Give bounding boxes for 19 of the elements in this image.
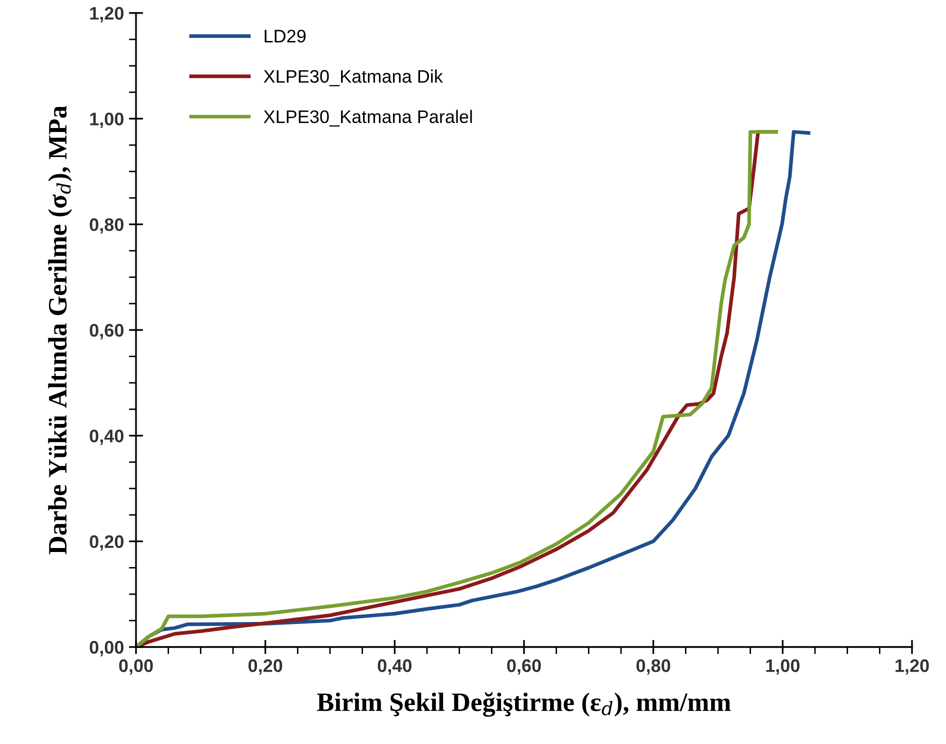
y-tick-label: 0,60 — [90, 324, 124, 340]
x-tick-label: 1,00 — [766, 659, 800, 675]
x-tick-label: 1,20 — [896, 659, 929, 675]
y-tick-label: 1,00 — [90, 112, 124, 128]
y-tick-label: 1,20 — [90, 6, 124, 22]
x-axis-title: Birim Şekil Değiştirme (ε$_{d}$), mm/mm — [317, 692, 731, 717]
y-tick-label: 0,20 — [90, 535, 124, 551]
y-tick-label: 0,00 — [90, 640, 124, 656]
y-tick-label: 0,80 — [90, 218, 124, 234]
x-tick-label: 0,80 — [636, 659, 670, 675]
y-axis-title: Darbe Yükü Altında Gerilme (σ$_{d}$), MPa — [48, 106, 72, 554]
legend-label: LD29 — [264, 30, 306, 43]
x-tick-label: 0,60 — [507, 659, 541, 675]
x-tick-label: 0,00 — [119, 659, 153, 675]
legend-label: XLPE30_Katmana Paralel — [264, 110, 472, 127]
x-tick-label: 0,20 — [248, 659, 282, 675]
y-tick-label: 0,40 — [90, 430, 124, 446]
legend-label: XLPE30_Katmana Dik — [264, 70, 443, 86]
x-tick-label: 0,40 — [378, 659, 412, 675]
